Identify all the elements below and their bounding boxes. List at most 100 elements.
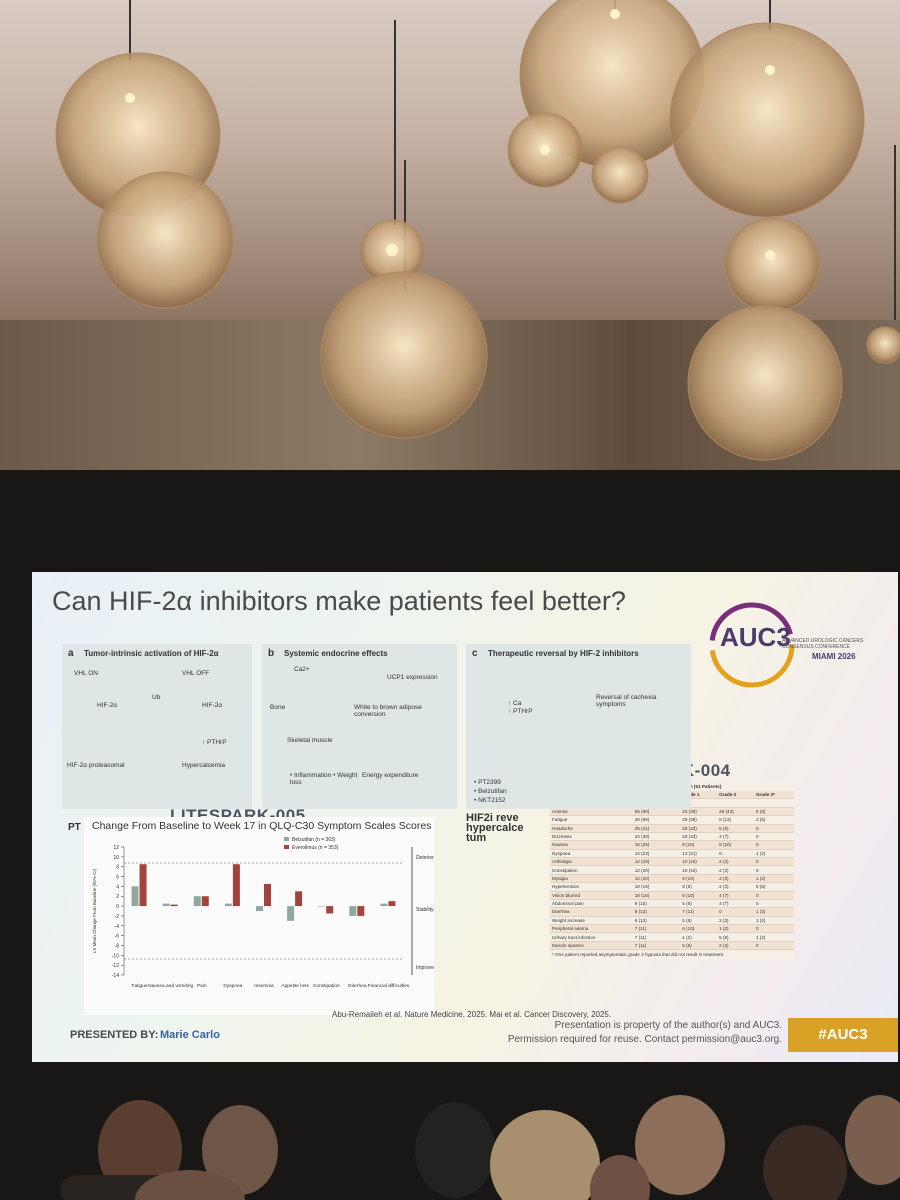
lamps	[55, 0, 900, 461]
table-cell: 3 (5)	[680, 882, 718, 892]
table-cell: 5 (8)	[753, 882, 794, 892]
table-cell: 5 (8)	[753, 807, 794, 817]
table-cell: 5 (8)	[717, 932, 754, 942]
table-row: Arthralgia 12 (20) 10 (16) 2 (3) 0	[550, 857, 794, 867]
y-tick-label: -4	[115, 924, 120, 930]
table-cell: Nausea	[550, 840, 633, 850]
table-cell: Vision blurred	[550, 891, 633, 900]
logo-subtitle: ADVANCED UROLOGIC CANCERS CONSENSUS CONF…	[782, 638, 864, 650]
bar	[287, 906, 295, 921]
table-row: Diarrhea 8 (13) 7 (11) 0 1 (2)	[550, 907, 794, 917]
table-cell: 0	[753, 832, 794, 842]
table-cell: 1 (2)	[753, 907, 794, 917]
table-cell: 5 (8)	[717, 824, 754, 833]
panel-label: Bone	[270, 704, 286, 711]
x-tick-label: Pain	[197, 983, 207, 989]
bar	[318, 906, 326, 907]
table-cell: 10 (16)	[680, 857, 718, 867]
presenter: Marie Carlo	[160, 1029, 220, 1041]
table-cell: Muscle spasms	[550, 941, 633, 951]
y-tick-label: 6	[116, 875, 119, 881]
table-cell: Abdominal pain	[550, 899, 633, 909]
panel-label: HIF2i reve	[466, 812, 519, 824]
table-row: Hypertension 10 (16) 3 (5) 2 (3) 5 (8)	[550, 882, 794, 892]
zone-label: Deterioration	[416, 855, 434, 861]
table-cell: 26 (43)	[717, 807, 754, 817]
table-cell: 5 (8)	[680, 941, 718, 951]
y-tick-label: 10	[113, 855, 119, 861]
table-cell: Constipation	[550, 865, 633, 875]
table-cell: 0	[753, 824, 794, 833]
panel-label: Hypercalcemia	[182, 762, 225, 769]
y-axis-label: LS Mean Change From Baseline (95% CI)	[92, 868, 97, 953]
table-cell: 3 (5)	[753, 815, 794, 825]
table-cell: 10 (16)	[680, 865, 718, 875]
table-cell: Urinary tract infection	[550, 932, 633, 942]
table-cell: 4 (7)	[717, 891, 754, 900]
table-cell: 24 (39)	[680, 807, 718, 817]
notice-1: Presentation is property of the author(s…	[554, 1020, 782, 1031]
panel-label: ↑ PTHrP	[508, 708, 533, 715]
x-tick-label: Insomnia	[254, 983, 274, 989]
table-cell: 6 (10)	[717, 840, 754, 850]
table-cell: 29 (48)	[680, 815, 718, 825]
panel-label: HIF-2α proteasomal	[67, 762, 125, 769]
bar	[357, 906, 365, 916]
table-cell: 40 (66)	[632, 815, 681, 825]
table-cell: 9 (15)	[680, 874, 718, 884]
chart-background	[84, 817, 434, 1015]
panel-label: Ca2+	[294, 666, 310, 673]
table-cell: 6 (10)	[680, 891, 718, 900]
table-cell: 7 (11)	[680, 907, 718, 917]
legend-label: Everolimus (n = 353)	[292, 845, 339, 851]
x-tick-label: Constipation	[313, 983, 340, 989]
table-cell: 2 (3)	[717, 865, 754, 875]
panel-label: ↑ Ca	[508, 700, 522, 707]
table-cell: 1 (2)	[753, 916, 794, 926]
table-cell: Dizziness	[550, 832, 633, 842]
table-row: Peripheral edema 7 (11) 6 (10) 1 (2) 0	[550, 924, 794, 934]
table-cell: 7 (11)	[632, 941, 681, 951]
table-row: Muscle spasms 7 (11) 5 (8) 2 (3) 0	[550, 941, 794, 951]
adverse-events-table: Table 4. Adverse Events in at Least 10% …	[550, 782, 794, 960]
x-tick-label: Appetite loss	[281, 983, 309, 989]
panel-title: Systemic endocrine effects	[284, 649, 388, 658]
figure-panel: b Systemic endocrine effects Ca2+ UCP1 expr…	[262, 644, 457, 809]
table-row: Abdominal pain 9 (15) 5 (8) 4 (7) 0	[550, 899, 794, 909]
panel-label: • Belzutifan	[474, 788, 507, 795]
bar	[139, 864, 147, 907]
panel-label: tum	[466, 832, 487, 844]
column-header: Grade 3*	[753, 791, 794, 800]
legend-label: Belzutifan (n = 363)	[292, 837, 336, 843]
panel-label: Energy expenditure	[362, 772, 419, 779]
citation: Abu-Remaileh et al. Nature Medicine, 202…	[332, 1010, 612, 1019]
panel-label: • Inflammation • Weight loss	[290, 772, 358, 786]
symptom-chart: Change From Baseline to Week 17 in QLQ-C…	[84, 817, 434, 1015]
panel-letter: a	[68, 648, 74, 659]
table-cell: 2 (3)	[717, 857, 754, 867]
y-tick-label: 4	[116, 884, 119, 890]
audience	[60, 1095, 900, 1200]
table-cell: 8 (13)	[632, 916, 681, 926]
notice-2: Permission required for reuse. Contact p…	[507, 1034, 782, 1045]
y-tick-label: -14	[112, 973, 119, 979]
table-cell: 0	[753, 865, 794, 875]
y-tick-label: -2	[115, 914, 120, 920]
table-cell: 12 (20)	[632, 865, 681, 875]
panel-title: Therapeutic reversal by HIF-2 inhibitors	[488, 649, 639, 658]
y-tick-label: 0	[116, 904, 119, 910]
table-row: Urinary tract infection 7 (11) 1 (2) 5 (8) 1…	[550, 932, 794, 942]
bar	[380, 903, 388, 907]
panel-label: Skeletal muscle	[287, 737, 333, 744]
bar	[295, 891, 303, 907]
table-cell: 9 (15)	[632, 899, 681, 909]
table-cell: 20 (33)	[680, 824, 718, 833]
table-row: Dyspnea 14 (23) 13 (21) 0 1 (2)	[550, 849, 794, 859]
table-cell: Headache	[550, 824, 633, 833]
zone-label: Improvement	[416, 965, 434, 971]
x-tick-label: Fatigue	[132, 983, 148, 989]
table-cell: 2 (3)	[717, 882, 754, 892]
figure-panel: a Tumor-intrinsic activation of HIF-2α VHL…	[62, 644, 252, 809]
table-cell: 1 (2)	[680, 932, 718, 942]
panel-letter: c	[472, 648, 478, 659]
